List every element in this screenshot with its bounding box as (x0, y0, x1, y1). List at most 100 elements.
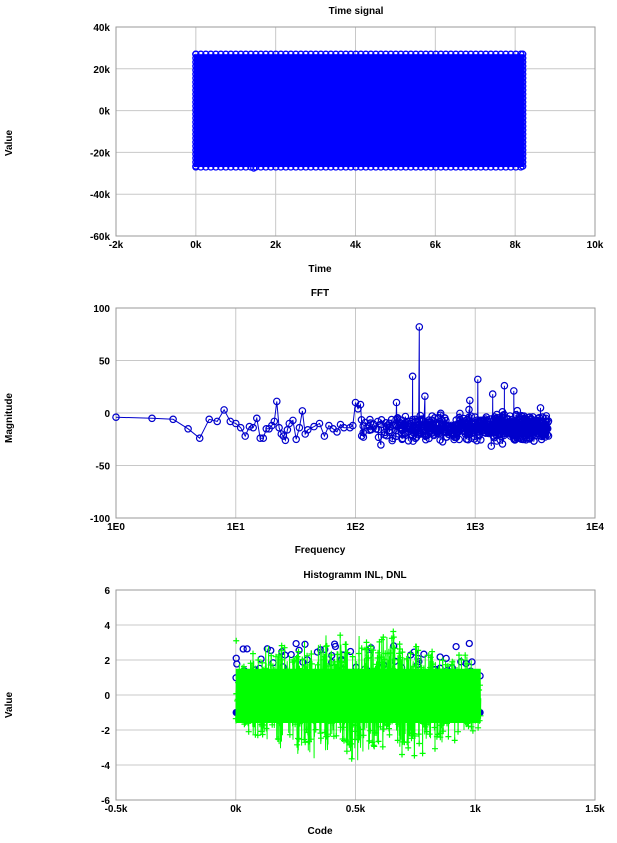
data-point (257, 680, 264, 687)
data-point (298, 714, 305, 721)
data-point (237, 688, 244, 695)
data-point (287, 50, 295, 58)
data-point (344, 649, 351, 656)
data-point (519, 118, 527, 126)
y-tick-label: -2 (101, 726, 110, 737)
data-point (333, 732, 340, 739)
data-point (217, 50, 225, 58)
data-point (519, 114, 527, 122)
data-point (544, 417, 553, 425)
data-point (444, 663, 451, 670)
data-point (252, 414, 261, 423)
data-point (446, 708, 453, 715)
data-point (311, 717, 318, 724)
data-point (266, 709, 273, 716)
x-tick-label: 2k (270, 240, 282, 251)
data-point (462, 50, 470, 58)
data-point (255, 657, 262, 663)
y-tick-label: 0 (104, 409, 110, 420)
data-point (276, 720, 283, 727)
data-point (192, 150, 200, 158)
x-axis-label: Frequency (295, 545, 346, 556)
data-point (392, 695, 399, 702)
data-point (239, 691, 246, 698)
data-point (262, 50, 270, 58)
data-point (239, 645, 247, 653)
data-point (377, 654, 384, 661)
plot-frame (115, 307, 596, 519)
data-point (292, 435, 301, 444)
data-point (374, 433, 383, 442)
data-point (427, 654, 434, 661)
data-point (462, 652, 469, 659)
data-point (338, 709, 345, 716)
data-point (233, 637, 240, 644)
data-point (240, 663, 247, 670)
data-point (497, 163, 505, 171)
data-point (410, 682, 417, 689)
data-point (397, 163, 405, 171)
data-point (272, 50, 280, 58)
data-point (373, 730, 380, 736)
chart-title: Time signal (329, 6, 384, 17)
data-point (392, 50, 400, 58)
data-point (422, 713, 428, 720)
data-point (530, 437, 538, 445)
data-point (292, 639, 300, 648)
data-point (451, 737, 458, 744)
y-tick-label: -50 (96, 462, 111, 473)
data-point (342, 163, 350, 171)
data-point (271, 694, 278, 701)
data-point (440, 707, 447, 714)
data-point (465, 405, 473, 414)
data-point (335, 672, 342, 679)
data-point (272, 397, 281, 406)
data-point (474, 696, 481, 703)
data-point (252, 50, 260, 58)
data-point (350, 715, 357, 722)
data-point (426, 731, 433, 738)
data-point (468, 658, 476, 666)
data-point (319, 668, 325, 675)
data-point (308, 736, 314, 743)
data-point (243, 645, 251, 653)
data-point (411, 752, 418, 759)
data-point (420, 679, 427, 686)
data-point (353, 706, 360, 713)
data-point (403, 655, 410, 662)
data-point (242, 673, 249, 679)
data-point (406, 684, 413, 691)
data-point (357, 432, 366, 440)
data-point (517, 163, 525, 171)
data-point (192, 74, 200, 82)
data-point (280, 716, 287, 723)
data-point (310, 422, 318, 431)
data-point (333, 428, 341, 436)
data-point (292, 50, 300, 58)
data-point (329, 720, 335, 727)
data-point (297, 50, 305, 58)
data-point (398, 669, 404, 676)
data-point (467, 687, 474, 694)
data-point (192, 122, 200, 130)
data-point (282, 163, 290, 171)
data-point (477, 50, 485, 58)
data-point (148, 414, 156, 423)
data-point (259, 434, 268, 443)
data-point (519, 86, 527, 94)
data-point (464, 720, 471, 727)
data-point (353, 681, 360, 688)
data-point (222, 50, 230, 58)
data-point (407, 650, 414, 657)
data-point (202, 50, 210, 58)
data-point (314, 661, 321, 668)
data-point (347, 50, 355, 58)
data-point (279, 432, 288, 440)
data-point (233, 690, 240, 697)
data-point (519, 142, 527, 150)
data-point (326, 713, 333, 720)
data-point (334, 651, 341, 658)
data-point (487, 163, 495, 171)
data-point (432, 50, 440, 58)
y-tick-label: 100 (93, 304, 110, 315)
